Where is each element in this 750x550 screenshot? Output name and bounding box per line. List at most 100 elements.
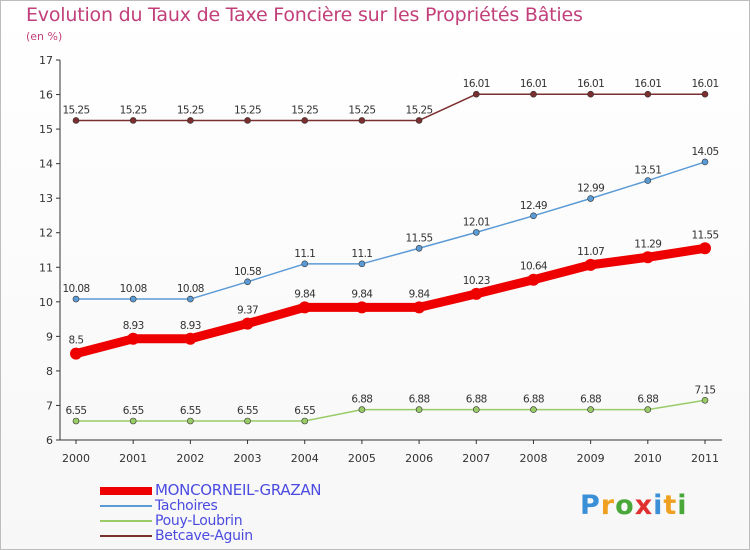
- data-label: 6.88: [637, 394, 658, 406]
- legend-swatch: [100, 535, 152, 537]
- x-tick-label: 2004: [291, 452, 319, 465]
- data-point: [644, 90, 652, 98]
- data-point: [527, 273, 540, 286]
- y-tick-label: 10: [39, 296, 53, 309]
- data-label: 10.64: [520, 261, 548, 273]
- data-point: [587, 406, 594, 413]
- data-point: [641, 251, 654, 264]
- data-label: 11.1: [294, 248, 315, 260]
- data-point: [701, 396, 709, 404]
- y-tick-label: 7: [46, 399, 53, 412]
- x-tick-label: 2001: [119, 452, 147, 465]
- data-point: [472, 229, 480, 236]
- data-point: [470, 287, 483, 300]
- data-label: 16.01: [520, 78, 547, 90]
- data-label: 6.55: [123, 405, 144, 417]
- data-point: [587, 195, 594, 202]
- data-label: 11.29: [634, 238, 661, 250]
- data-label: 9.84: [294, 288, 316, 300]
- data-label: 10.08: [177, 283, 204, 295]
- y-tick-label: 14: [39, 158, 53, 171]
- x-tick-label: 2007: [462, 452, 490, 465]
- data-point: [129, 295, 137, 303]
- legend-label: Pouy-Loubrin: [155, 513, 243, 529]
- data-point: [530, 90, 537, 98]
- data-point: [644, 406, 652, 413]
- data-point: [355, 301, 368, 314]
- x-tick-label: 2009: [577, 452, 605, 465]
- data-point: [244, 278, 251, 286]
- data-label: 15.25: [62, 104, 89, 116]
- data-point: [701, 158, 709, 166]
- data-label: 6.88: [409, 394, 430, 406]
- data-point: [187, 295, 194, 303]
- series-line-pouy-loubrin: [75, 399, 706, 422]
- data-point: [298, 301, 311, 314]
- series-line-moncorneil-grazan: [71, 243, 710, 359]
- x-tick-label: 2006: [405, 452, 433, 465]
- series-line-tachoires: [75, 161, 706, 300]
- data-label: 6.88: [466, 394, 487, 406]
- proxiti-logo: Proxiti: [580, 490, 688, 521]
- data-point: [699, 242, 711, 255]
- data-point: [358, 260, 366, 268]
- data-point: [415, 244, 423, 252]
- legend-label: Betcave-Aguin: [155, 528, 253, 544]
- data-point: [301, 260, 309, 268]
- data-label: 6.55: [66, 405, 87, 417]
- y-tick-label: 13: [39, 192, 53, 205]
- y-tick-label: 17: [39, 54, 53, 67]
- data-label: 12.01: [463, 216, 490, 228]
- logo-letter: r: [600, 490, 616, 521]
- data-label: 11.1: [351, 248, 372, 260]
- data-label: 13.51: [634, 165, 661, 177]
- data-label: 16.01: [634, 78, 661, 90]
- data-point: [472, 90, 480, 98]
- data-point: [70, 347, 82, 360]
- logo-letter: x: [634, 490, 654, 521]
- data-label: 10.08: [62, 283, 89, 295]
- data-point: [301, 417, 309, 425]
- data-point: [129, 117, 137, 124]
- data-label: 7.15: [695, 384, 716, 396]
- x-tick-label: 2000: [62, 452, 90, 465]
- data-label: 15.25: [120, 104, 147, 116]
- data-point: [244, 117, 251, 124]
- data-point: [241, 317, 254, 330]
- data-label: 9.37: [237, 305, 258, 317]
- data-point: [129, 417, 137, 425]
- chart-title: Evolution du Taux de Taxe Foncière sur l…: [26, 4, 583, 26]
- data-label: 6.88: [580, 394, 601, 406]
- data-label: 6.55: [237, 405, 258, 417]
- data-point: [530, 212, 537, 220]
- data-point: [472, 406, 480, 413]
- data-point: [413, 301, 426, 314]
- data-point: [184, 332, 197, 345]
- y-tick-label: 15: [39, 123, 53, 136]
- data-point: [187, 417, 194, 425]
- data-point: [358, 406, 366, 413]
- data-label: 15.25: [177, 104, 204, 116]
- logo-letter: t: [663, 490, 678, 521]
- y-tick-label: 8: [46, 365, 53, 378]
- data-label: 16.01: [463, 78, 490, 90]
- data-label: 10.23: [463, 275, 490, 287]
- logo-letter: o: [615, 490, 635, 521]
- legend-swatch: [100, 487, 152, 495]
- x-tick-label: 2002: [176, 452, 204, 465]
- data-label: 15.25: [406, 104, 433, 116]
- logo-letter: i: [653, 490, 664, 521]
- data-label: 6.55: [180, 405, 201, 417]
- y-tick-label: 12: [39, 227, 53, 240]
- x-tick-label: 2008: [519, 452, 547, 465]
- y-tick-label: 9: [46, 330, 53, 343]
- x-tick-label: 2011: [691, 452, 719, 465]
- data-label: 11.55: [691, 229, 718, 241]
- data-point: [415, 406, 423, 413]
- x-tick-label: 2003: [234, 452, 262, 465]
- legend-swatch: [100, 520, 152, 522]
- series-line-betcave-aguin: [75, 93, 706, 122]
- data-label: 9.84: [409, 288, 431, 300]
